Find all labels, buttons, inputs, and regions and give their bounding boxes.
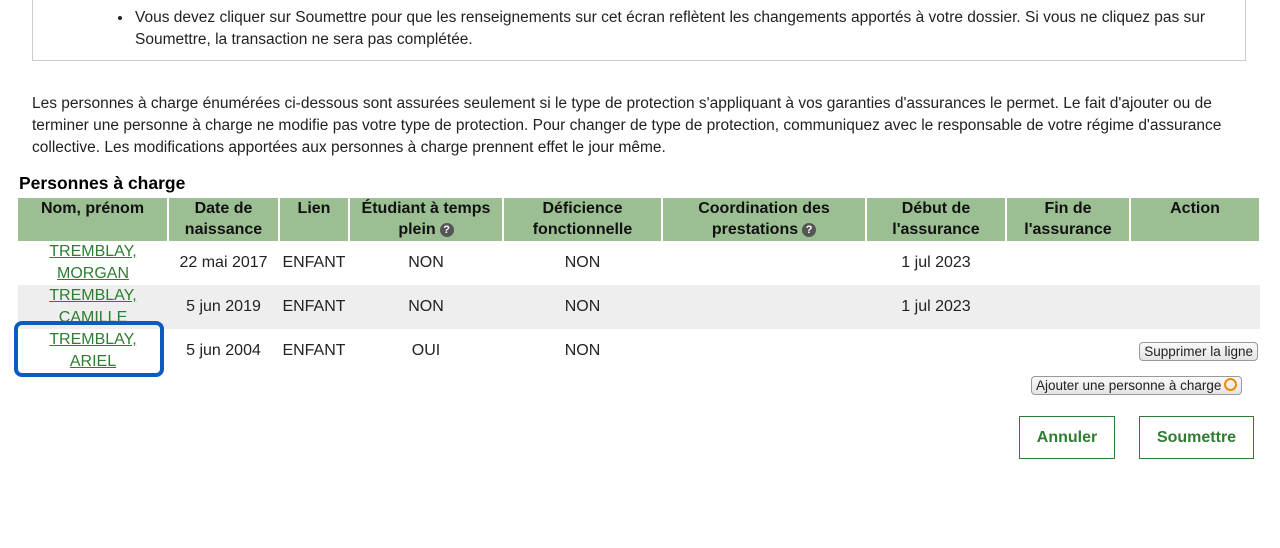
cell-coordination	[662, 285, 866, 329]
col-start: Début de l'assurance	[866, 198, 1007, 241]
help-icon[interactable]: ?	[439, 223, 454, 237]
cell-link: ENFANT	[279, 329, 349, 373]
cell-student-text: NON	[408, 298, 444, 315]
cell-birth-text: 5 jun 2019	[186, 298, 261, 315]
cell-student: NON	[349, 241, 503, 285]
dependent-name-link[interactable]: TREMBLAY, ARIEL	[49, 329, 136, 373]
col-name: Nom, prénom	[18, 198, 169, 241]
cell-disability-text: NON	[564, 342, 601, 359]
col-student: Étudiant à temps plein?	[349, 198, 504, 241]
cancel-button[interactable]: Annuler	[1019, 416, 1115, 459]
cell-birth: 22 mai 2017	[168, 241, 279, 285]
cell-coordination	[662, 329, 866, 373]
cell-student-text: OUI	[411, 342, 441, 359]
add-dependent-button[interactable]: Ajouter une personne à charge	[1031, 376, 1243, 395]
cell-action	[1130, 241, 1260, 285]
notice-text: Vous devez cliquer sur Soumettre pour qu…	[133, 7, 1233, 51]
help-icon[interactable]: ?	[802, 223, 817, 237]
notice-box: Vous devez cliquer sur Soumettre pour qu…	[32, 0, 1246, 61]
cell-birth: 5 jun 2019	[168, 285, 279, 329]
cell-coordination	[662, 241, 866, 285]
col-action: Action	[1130, 198, 1261, 241]
cell-disability-text: NON	[564, 298, 601, 315]
submit-button[interactable]: Soumettre	[1139, 416, 1254, 459]
cell-disability: NON	[503, 241, 662, 285]
cell-end	[1006, 329, 1130, 373]
cell-start: 1 jul 2023	[866, 285, 1006, 329]
cell-end	[1006, 285, 1130, 329]
cell-link: ENFANT	[279, 241, 349, 285]
col-link: Lien	[279, 198, 350, 241]
last-name: TREMBLAY,	[49, 331, 137, 348]
highlight-box	[14, 321, 164, 377]
col-end: Fin de l'assurance	[1006, 198, 1131, 241]
cell-action	[1130, 285, 1260, 329]
table-row: TREMBLAY, MORGAN 22 mai 2017 ENFANT NON NON 1 …	[18, 241, 1260, 285]
dependent-name-link[interactable]: TREMBLAY, MORGAN	[49, 241, 136, 285]
cell-name: TREMBLAY, MORGAN	[18, 241, 168, 285]
cell-student-text: NON	[408, 254, 444, 271]
cell-start: 1 jul 2023	[866, 241, 1006, 285]
delete-row-button[interactable]: Supprimer la ligne	[1139, 341, 1258, 361]
last-name: TREMBLAY,	[49, 287, 137, 304]
cell-link: ENFANT	[279, 285, 349, 329]
cell-link-text: ENFANT	[283, 298, 345, 315]
col-coordination: Coordination des prestations?	[662, 198, 867, 241]
cell-start-text: 1 jul 2023	[901, 298, 971, 315]
cell-disability: NON	[503, 329, 662, 373]
last-name: TREMBLAY,	[49, 243, 137, 260]
dependents-table: Nom, prénom Date de naissance Lien Étudi…	[18, 198, 1261, 373]
cell-name: TREMBLAY, ARIEL	[18, 329, 168, 373]
cell-start-text: 1 jul 2023	[901, 254, 971, 271]
table-header: Nom, prénom Date de naissance Lien Étudi…	[18, 198, 1261, 241]
first-name: MORGAN	[57, 265, 129, 282]
cell-action: Supprimer la ligne	[1130, 329, 1260, 373]
cell-disability: NON	[503, 285, 662, 329]
intro-text: Les personnes à charge énumérées ci-dess…	[32, 95, 1222, 156]
col-student-label: Étudiant à temps plein	[361, 200, 491, 238]
cell-start	[866, 329, 1006, 373]
cell-end	[1006, 241, 1130, 285]
col-disability: Déficience fonctionnelle	[503, 198, 663, 241]
table-row: TREMBLAY, ARIEL 5 jun 2004 ENFANT OUI NON Supp…	[18, 329, 1260, 373]
cell-link-text: ENFANT	[283, 342, 345, 359]
col-birth: Date de naissance	[168, 198, 280, 241]
table-row: TREMBLAY, CAMILLE 5 jun 2019 ENFANT NON NON 1 …	[18, 285, 1260, 329]
cell-birth-text: 22 mai 2017	[179, 254, 268, 271]
cell-disability-text: NON	[564, 254, 601, 271]
section-title: Personnes à charge	[19, 173, 186, 193]
col-coordination-label: Coordination des prestations	[698, 200, 830, 238]
first-name: ARIEL	[69, 353, 117, 370]
add-icon	[1224, 378, 1238, 391]
cell-birth: 5 jun 2004	[168, 329, 279, 373]
cell-student: NON	[349, 285, 503, 329]
add-dependent-label: Ajouter une personne à charge	[1036, 378, 1222, 393]
cell-birth-text: 5 jun 2004	[186, 342, 261, 359]
cell-student: OUI	[349, 329, 503, 373]
cell-link-text: ENFANT	[283, 254, 345, 271]
